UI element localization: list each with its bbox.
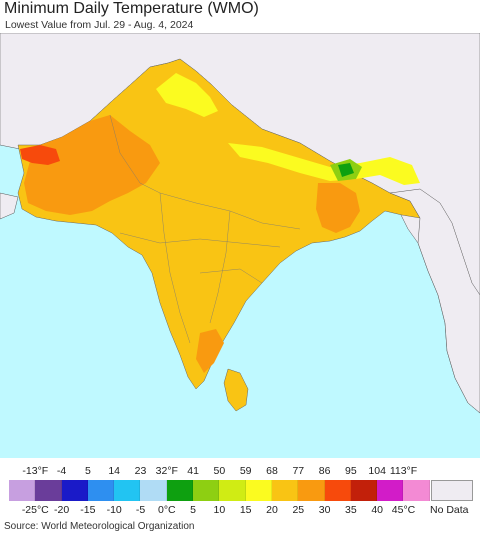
- legend-fahrenheit-tick: 95: [345, 465, 357, 477]
- map-subtitle: Lowest Value from Jul. 29 - Aug. 4, 2024: [5, 19, 194, 31]
- legend-swatch: [377, 480, 404, 501]
- legend-celsius-tick: -25°C: [21, 504, 49, 516]
- map-title: Minimum Daily Temperature (WMO): [4, 0, 259, 17]
- hot-region-east: [316, 183, 360, 233]
- source-note: Source: World Meteorological Organizatio…: [4, 521, 195, 532]
- legend-swatch: [114, 480, 141, 501]
- legend-celsius-tick: 25: [292, 504, 305, 516]
- legend-fahrenheit-tick: 23: [134, 465, 147, 477]
- legend-fahrenheit-tick: 113°F: [389, 465, 418, 477]
- hot-region-south: [196, 329, 224, 373]
- region-borders: [109, 114, 301, 344]
- legend-fahrenheit-tick: 104: [368, 465, 386, 477]
- legend-fahrenheit-tick: 77: [292, 465, 305, 477]
- legend-fahrenheit-tick: 14: [108, 465, 121, 477]
- legend-celsius-tick: 40: [371, 504, 384, 516]
- sri-lanka: [223, 368, 249, 412]
- legend-celsius-tick: -20: [54, 504, 70, 516]
- temperature-map: [0, 33, 480, 458]
- legend-swatch: [9, 480, 36, 501]
- legend-fahrenheit-tick: 86: [318, 465, 331, 477]
- legend-color-scale: [9, 480, 430, 501]
- legend-no-data-swatch: [431, 480, 473, 501]
- legend-swatch: [61, 480, 88, 501]
- legend-swatch: [35, 480, 62, 501]
- legend-celsius-tick: -10: [106, 504, 122, 516]
- legend-celsius-tick: 15: [239, 504, 252, 516]
- legend-celsius-labels: -25°C -20 -15 -10 -5 0°C 5 10 15 20 25 30 35 40 45°C: [0, 504, 480, 518]
- legend-swatch: [193, 480, 220, 501]
- hot-spot-west: [20, 145, 60, 165]
- legend-swatch: [271, 480, 299, 501]
- legend-celsius-tick: 10: [213, 504, 226, 516]
- legend-celsius-tick: 35: [345, 504, 357, 516]
- no-data-land-west: [0, 192, 19, 220]
- legend-fahrenheit-tick: -4: [56, 465, 67, 477]
- legend-swatch: [245, 480, 272, 501]
- legend-swatch: [298, 480, 325, 501]
- cool-belt-himalaya: [156, 73, 420, 185]
- legend-fahrenheit-tick: -13°F: [22, 465, 49, 477]
- legend-swatch: [166, 480, 194, 501]
- legend-swatch: [324, 480, 351, 501]
- legend-swatch: [219, 480, 246, 501]
- legend-fahrenheit-tick: 41: [187, 465, 199, 477]
- legend-swatch: [403, 480, 430, 501]
- legend-swatch: [140, 480, 167, 501]
- legend-celsius-tick: 5: [190, 504, 197, 516]
- legend-celsius-tick: 20: [266, 504, 278, 516]
- cold-spot-nepal: [338, 163, 354, 177]
- legend-swatch: [350, 480, 378, 501]
- legend-no-data-label: No Data: [430, 504, 469, 516]
- legend-fahrenheit-tick: 68: [266, 465, 278, 477]
- legend-celsius-tick: -5: [135, 504, 146, 516]
- legend-fahrenheit-tick: 32°F: [155, 465, 178, 477]
- legend-fahrenheit-labels: -13°F -4 5 14 23 32°F 41 50 59 68 77 86 95 104 113°F: [0, 465, 480, 479]
- legend-celsius-tick: 30: [318, 504, 331, 516]
- legend-celsius-tick: -15: [80, 504, 96, 516]
- legend-fahrenheit-tick: 50: [213, 465, 226, 477]
- legend-celsius-tick: 45°C: [391, 504, 416, 516]
- legend-fahrenheit-tick: 59: [239, 465, 252, 477]
- legend-celsius-tick: 0°C: [157, 504, 176, 516]
- hot-region-northwest: [24, 115, 160, 215]
- no-data-land-east: [389, 188, 480, 414]
- legend-swatch: [87, 480, 115, 501]
- legend-fahrenheit-tick: 5: [84, 465, 91, 477]
